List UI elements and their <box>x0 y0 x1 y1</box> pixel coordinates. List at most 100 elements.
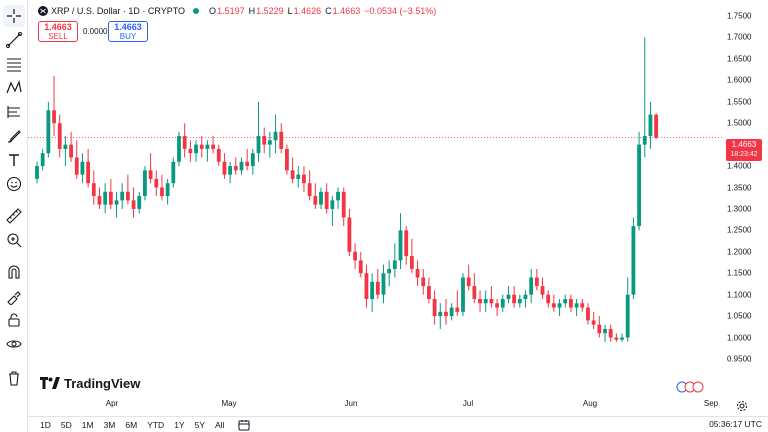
candle <box>177 131 181 167</box>
candle <box>154 170 159 197</box>
candle <box>52 76 56 137</box>
text-icon[interactable] <box>3 149 25 171</box>
lock-drawings-icon[interactable] <box>3 285 25 307</box>
price-tick: 1.6500 <box>727 54 752 64</box>
time-tick-aug: Aug <box>582 399 598 408</box>
candle <box>620 333 624 342</box>
sell-button[interactable]: 1.4663 SELL <box>38 21 78 42</box>
price-tick: 1.3500 <box>727 183 752 192</box>
candle <box>631 217 636 299</box>
candle <box>347 208 352 257</box>
price-tick: 1.3000 <box>727 204 752 214</box>
candle <box>160 174 164 201</box>
gear-icon[interactable] <box>736 400 748 412</box>
candle <box>489 286 494 308</box>
range-3m-button[interactable]: 3M <box>103 419 116 430</box>
buy-button[interactable]: 1.4663 BUY <box>108 21 148 42</box>
trend-line-icon[interactable] <box>3 29 25 51</box>
crosshair-icon[interactable] <box>3 5 25 27</box>
fib-icon[interactable] <box>3 53 25 75</box>
price-tick: 1.6000 <box>727 75 752 85</box>
candle <box>324 183 329 214</box>
candle <box>302 166 306 192</box>
candle <box>228 161 233 184</box>
candle <box>500 294 505 312</box>
pattern-icon[interactable] <box>3 77 25 99</box>
candle <box>569 294 573 312</box>
candle <box>273 114 278 154</box>
projection-icon[interactable] <box>3 101 25 123</box>
candle <box>421 268 426 295</box>
brush-icon[interactable] <box>3 125 25 147</box>
price-tick: 1.5000 <box>727 118 752 128</box>
symbol-legend: XRP / U.S. Dollar · 1D · CRYPTO O 1.5197 … <box>38 4 436 18</box>
price-tick: 1.5500 <box>727 97 752 107</box>
candle <box>625 277 630 342</box>
candle <box>211 136 215 154</box>
candle <box>103 183 108 214</box>
candle <box>91 170 96 205</box>
candle <box>250 148 255 175</box>
emoji-icon[interactable] <box>3 173 25 195</box>
range-1m-button[interactable]: 1M <box>81 419 94 430</box>
candle <box>40 148 45 171</box>
candle <box>131 187 136 218</box>
drawing-toolbar <box>0 0 28 432</box>
range-1d-button[interactable]: 1D <box>40 419 51 430</box>
utc-clock[interactable]: 05:36:17 UTC <box>709 419 762 429</box>
price-tick: 1.0000 <box>727 333 752 343</box>
bar-countdown: 18:23:42 <box>730 151 758 158</box>
candle <box>188 140 193 162</box>
lock-icon[interactable] <box>3 309 25 331</box>
candle <box>239 157 244 175</box>
candle <box>330 196 335 227</box>
candle <box>233 157 238 175</box>
zoom-in-icon[interactable] <box>3 229 25 251</box>
candle <box>199 136 204 158</box>
candle <box>256 101 261 162</box>
time-axis[interactable]: Apr May Jun Jul Aug Sep <box>28 396 724 414</box>
candle <box>614 333 619 342</box>
candle <box>506 286 511 304</box>
events-icon[interactable] <box>674 381 706 393</box>
price-tick: 1.1000 <box>727 290 752 300</box>
candle <box>279 123 284 154</box>
ruler-icon[interactable] <box>3 205 25 227</box>
range-ytd-button[interactable]: YTD <box>147 419 165 430</box>
last-price-value: 1.4663 <box>731 140 757 149</box>
candle <box>296 166 301 188</box>
time-tick-may: May <box>221 399 237 408</box>
range-6m-button[interactable]: 6M <box>125 419 138 430</box>
candle <box>57 114 62 158</box>
range-5d-button[interactable]: 5D <box>60 419 72 430</box>
eye-icon[interactable] <box>3 333 25 355</box>
price-tick: 1.2500 <box>727 225 752 235</box>
price-tick: 1.2000 <box>727 247 752 257</box>
price-axis[interactable]: 1.75001.70001.65001.60001.55001.50001.45… <box>724 0 768 395</box>
tradingview-logo[interactable]: TradingView <box>40 375 140 391</box>
candle <box>461 273 465 317</box>
candle <box>563 294 568 308</box>
candle <box>512 286 517 308</box>
change-value: −0.0534 (−3.51%) <box>364 6 437 16</box>
candle <box>387 260 392 287</box>
candle <box>415 260 420 287</box>
calendar-icon[interactable] <box>238 419 250 431</box>
magnet-icon[interactable] <box>3 261 25 283</box>
candle <box>171 157 176 188</box>
sell-label: SELL <box>48 32 68 41</box>
candle <box>557 298 562 317</box>
candlestick-chart[interactable] <box>28 0 724 396</box>
symbol-title[interactable]: XRP / U.S. Dollar · 1D · CRYPTO <box>51 6 186 16</box>
candle <box>108 178 113 209</box>
range-5y-button[interactable]: 5Y <box>194 419 205 430</box>
candle <box>637 131 641 231</box>
range-all-button[interactable]: All <box>215 419 225 430</box>
buy-label: BUY <box>119 32 137 41</box>
trash-icon[interactable] <box>3 367 25 389</box>
candle <box>608 324 613 342</box>
range-1y-button[interactable]: 1Y <box>174 419 185 430</box>
price-tick: 1.1500 <box>727 268 752 278</box>
candle <box>267 131 272 158</box>
candle <box>148 153 153 184</box>
